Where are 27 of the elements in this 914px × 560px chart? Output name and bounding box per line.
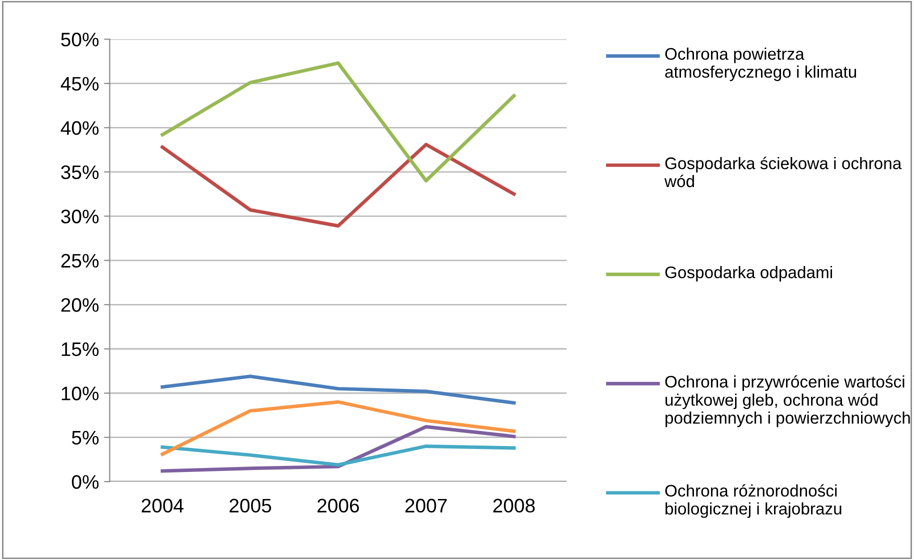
x-tick-label: 2005 bbox=[230, 498, 272, 513]
x-tick-label: 2004 bbox=[142, 498, 184, 513]
y-tick-label: 25% bbox=[61, 254, 99, 268]
y-tick-label: 30% bbox=[61, 210, 99, 224]
y-tick-label: 10% bbox=[62, 386, 99, 400]
y-tick-label: 5% bbox=[72, 430, 99, 445]
line-series bbox=[160, 374, 516, 405]
line-series bbox=[160, 425, 516, 473]
y-tick-label: 45% bbox=[60, 76, 99, 91]
legend-label: Ochrona powietrza atmosferycznego i klimatu bbox=[665, 48, 856, 82]
x-tick-label: 2007 bbox=[405, 498, 447, 513]
legend-label: Gospodarka odpadami bbox=[665, 266, 832, 282]
legend-label: Gospodarka ściekowa i ochrona wód bbox=[664, 156, 902, 188]
y-tick-label: 35% bbox=[61, 165, 99, 180]
y-tick-label: 0% bbox=[72, 475, 99, 489]
legend-label: Ochrona różnorodności biologicznej i krajobrazu bbox=[665, 484, 842, 518]
legend-label: Ochrona i przywrócenie wartości użytkowej gleb, ochrona wód podziemnych i powierzchniowych bbox=[665, 375, 910, 428]
y-tick-label: 15% bbox=[62, 342, 99, 356]
line-series bbox=[160, 142, 516, 228]
y-tick-label: 50% bbox=[61, 32, 99, 46]
line-series bbox=[160, 444, 516, 467]
x-tick-label: 2008 bbox=[493, 498, 535, 513]
y-tick-label: 40% bbox=[60, 121, 99, 135]
line-series bbox=[160, 61, 516, 183]
line-series bbox=[160, 400, 516, 456]
y-tick-label: 20% bbox=[61, 298, 99, 312]
x-tick-label: 2006 bbox=[318, 498, 359, 513]
